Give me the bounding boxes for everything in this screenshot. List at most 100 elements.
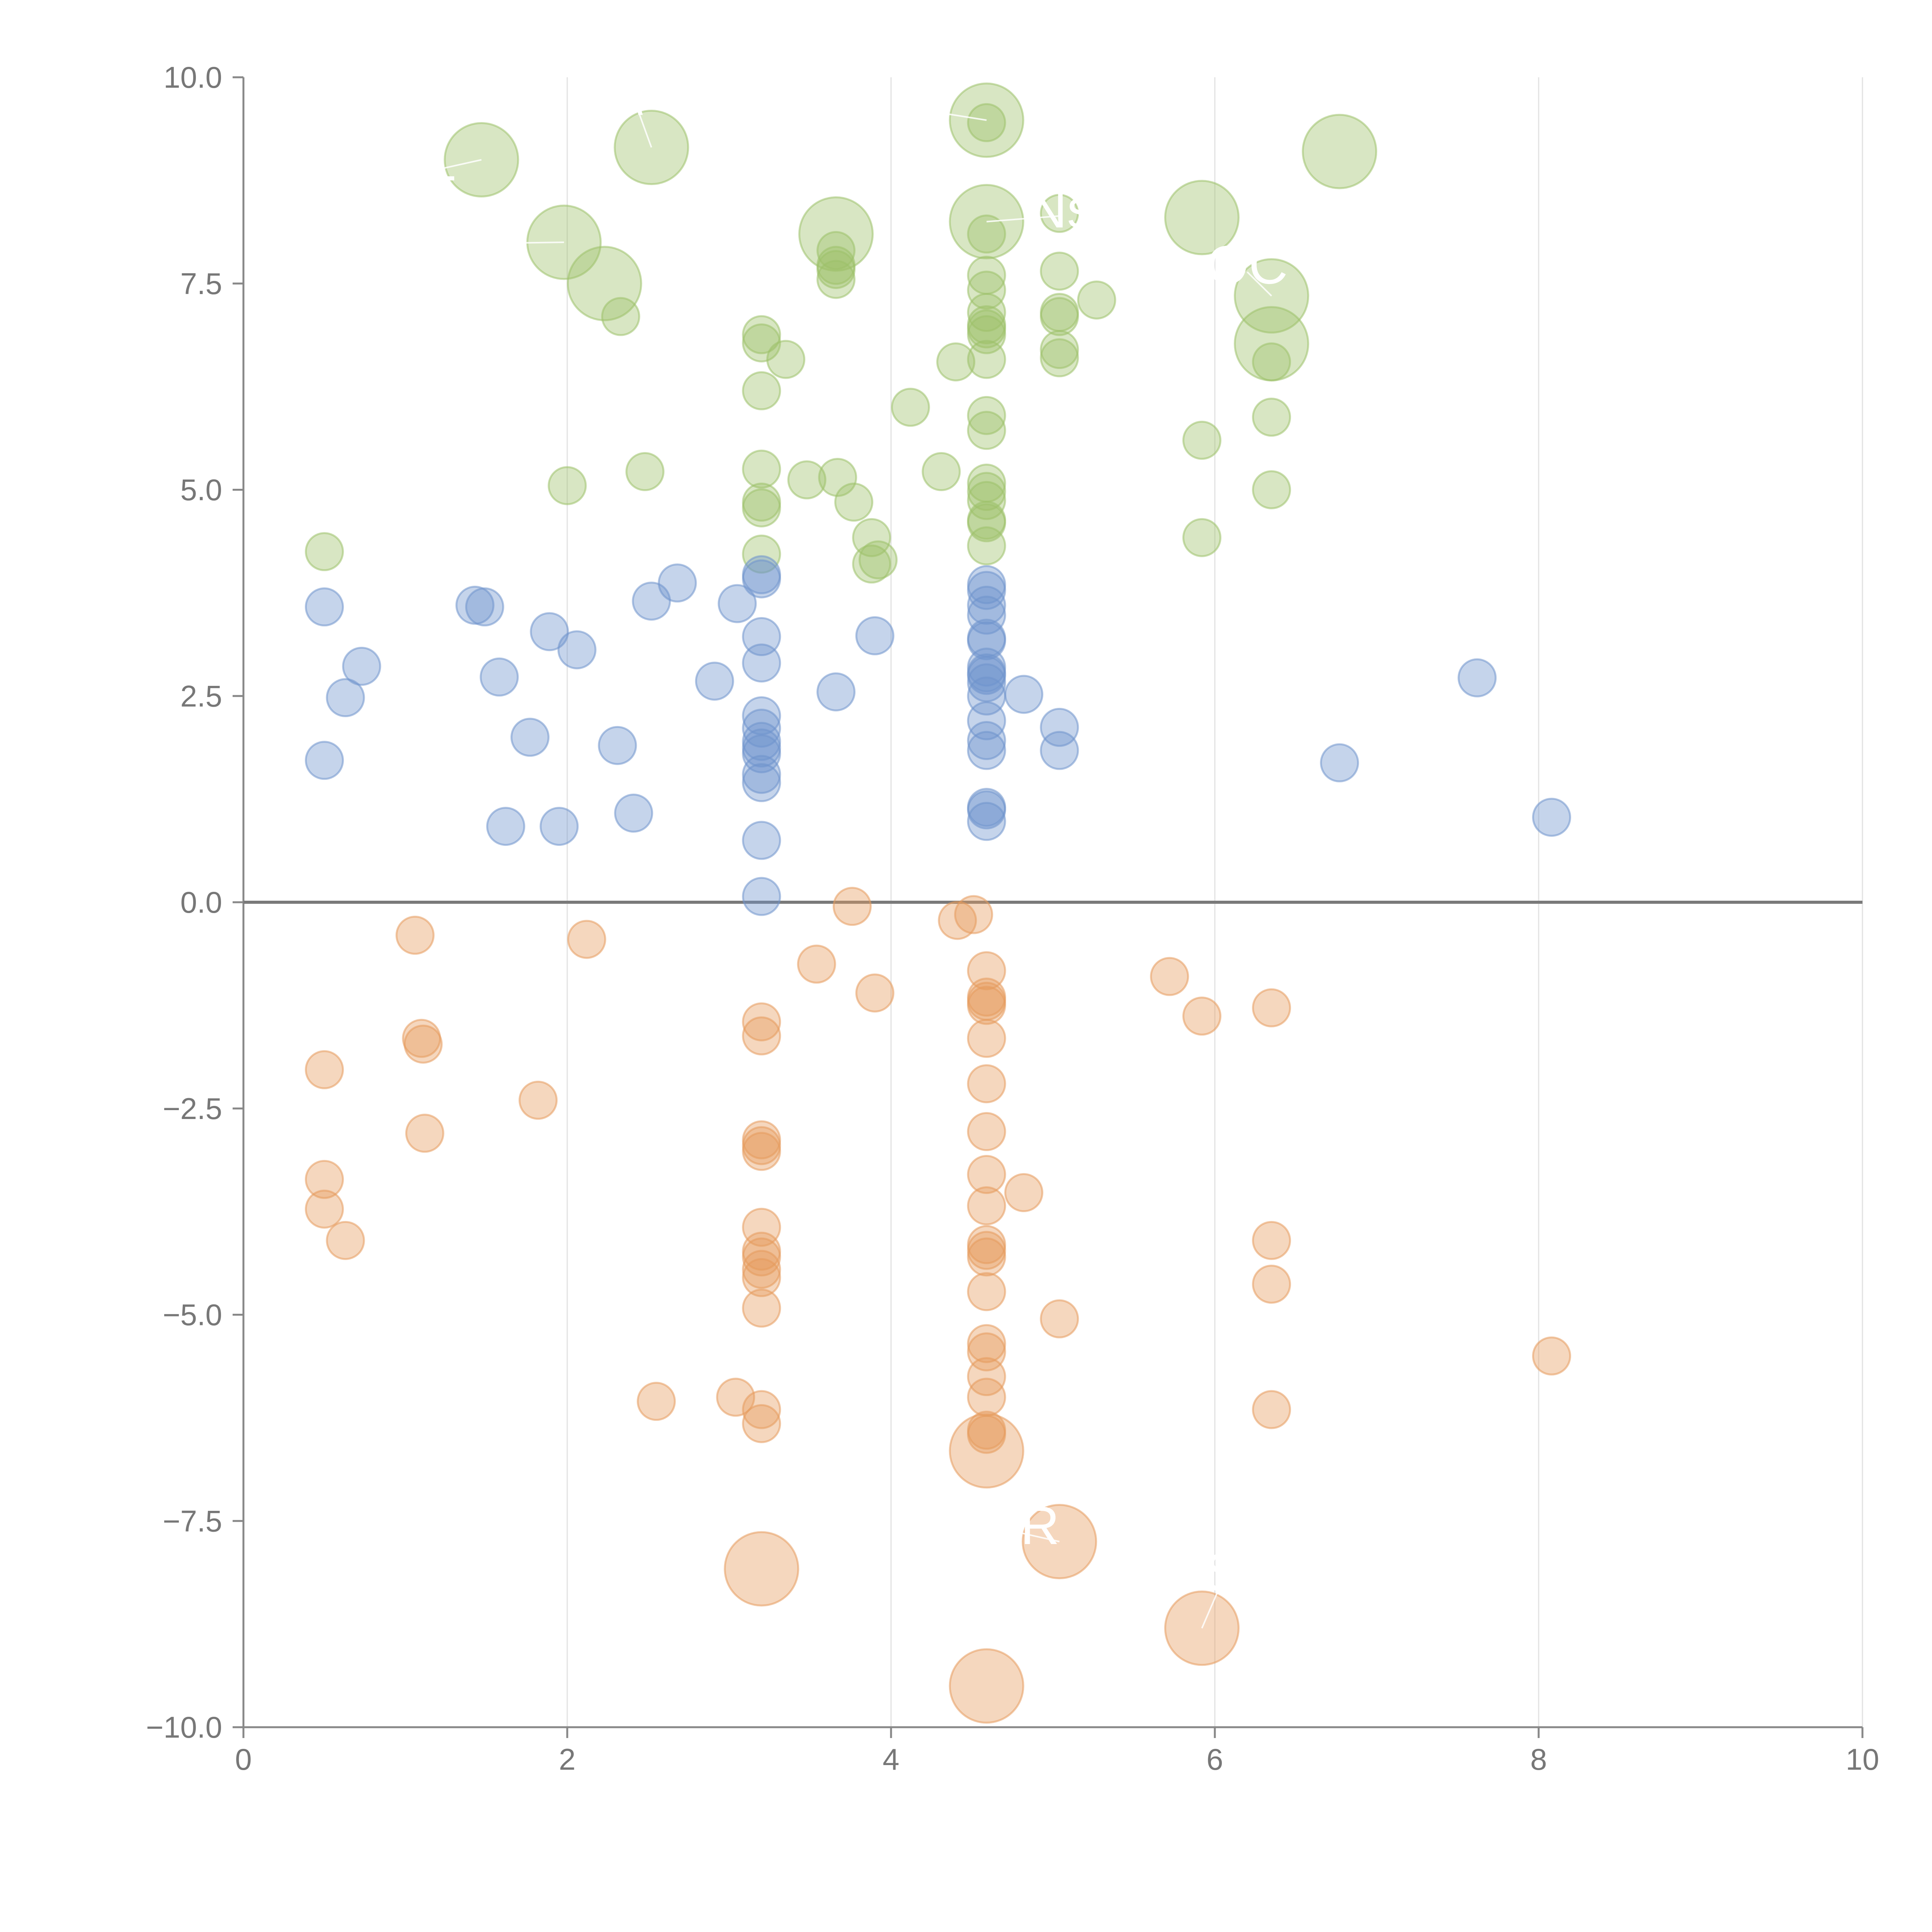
orange-point <box>967 1272 1006 1311</box>
orange-point <box>949 1648 1024 1724</box>
green-point <box>548 466 587 505</box>
green-point <box>1077 280 1116 320</box>
blue-point <box>486 807 526 846</box>
blue-point <box>480 657 519 697</box>
green-point <box>967 481 1006 520</box>
data-points <box>305 82 1571 1724</box>
blue-point <box>1458 658 1497 697</box>
green-point <box>1040 338 1079 378</box>
blue-point <box>718 584 757 623</box>
green-point <box>967 396 1006 435</box>
orange-point <box>742 1404 781 1443</box>
green-point <box>1164 180 1240 255</box>
annotation-callout-line <box>634 102 652 148</box>
blue-point <box>742 643 781 683</box>
blue-point <box>557 630 597 670</box>
y-tick-label: −2.5 <box>163 1092 222 1126</box>
orange-point <box>742 1016 781 1056</box>
orange-point <box>1252 988 1291 1027</box>
x-tick-label: 10 <box>1846 1742 1879 1776</box>
orange-point <box>519 1080 558 1120</box>
orange-point <box>967 1112 1006 1151</box>
orange-point <box>855 973 895 1013</box>
orange-point <box>1252 1221 1291 1260</box>
green-point <box>1302 114 1378 189</box>
x-tick-label: 6 <box>1206 1742 1223 1776</box>
annotation-label: R <box>894 71 933 132</box>
annotation-label: S <box>1205 1542 1241 1603</box>
green-point <box>936 342 976 382</box>
green-point <box>967 293 1006 332</box>
green-point <box>1182 518 1221 557</box>
annotation-callout-line <box>913 108 987 121</box>
y-tick-label: 2.5 <box>180 679 222 713</box>
annotation-callout-line <box>510 242 564 244</box>
blue-point <box>342 646 381 686</box>
annotation-callout-line <box>440 159 482 170</box>
blue-point <box>967 790 1006 830</box>
annotation-callout-line <box>1247 271 1272 297</box>
annotation-label: OR <box>978 1495 1060 1556</box>
annotation-label: Ns <box>1028 179 1094 239</box>
blue-point <box>967 721 1006 760</box>
blue-point <box>742 763 781 802</box>
orange-point <box>742 1002 781 1042</box>
blue-point <box>614 793 653 833</box>
green-point <box>967 340 1006 379</box>
orange-point <box>567 920 606 959</box>
blue-point <box>539 807 579 846</box>
axes: 0 2 4 6 8 10 10.0 7.5 5.0 2.5 0.0 −2.5 −5.0 −7.5 −10.0 <box>146 60 1879 1776</box>
green-point <box>787 460 827 500</box>
green-point <box>967 472 1006 511</box>
orange-point <box>967 1155 1006 1194</box>
blue-point <box>816 672 856 712</box>
annotation-label: OC <box>1207 235 1288 295</box>
point-annotations: LA \ R Ns OC OR S <box>426 65 1288 1629</box>
green-point <box>967 103 1006 142</box>
green-point <box>625 452 665 492</box>
orange-point <box>742 1250 781 1289</box>
green-point <box>305 532 344 571</box>
y-tick-label: −7.5 <box>163 1504 222 1538</box>
annotation-label: A <box>493 206 529 266</box>
x-tick-label: 4 <box>883 1742 899 1776</box>
green-point <box>742 323 781 362</box>
green-point <box>766 340 806 379</box>
blue-point <box>967 585 1006 625</box>
orange-point <box>742 1288 781 1328</box>
blue-point <box>1320 743 1359 782</box>
green-point <box>891 388 930 427</box>
orange-point <box>636 1382 676 1421</box>
orange-point <box>1150 957 1189 996</box>
green-point <box>834 483 874 522</box>
orange-point <box>1040 1299 1079 1338</box>
green-point <box>816 250 856 289</box>
orange-point <box>967 1357 1006 1396</box>
green-point <box>967 526 1006 566</box>
orange-point <box>742 1132 781 1171</box>
orange-point <box>742 1390 781 1429</box>
green-point <box>1040 252 1079 291</box>
orange-point <box>967 1324 1006 1363</box>
blue-point <box>967 731 1006 770</box>
blue-point <box>305 741 344 780</box>
y-tick-label: −5.0 <box>163 1298 222 1332</box>
y-tick-label: 10.0 <box>163 60 222 94</box>
green-point <box>1182 420 1221 460</box>
blue-point <box>598 726 637 765</box>
blue-point <box>465 587 504 627</box>
orange-point <box>305 1189 344 1229</box>
annotation-label: L <box>426 131 456 192</box>
y-tick-label: 5.0 <box>180 473 222 507</box>
orange-point <box>724 1531 799 1607</box>
orange-point <box>405 1114 444 1153</box>
green-point <box>742 488 781 527</box>
y-tick-label: −10.0 <box>146 1710 222 1744</box>
green-point <box>566 246 642 321</box>
green-point <box>742 371 781 410</box>
orange-point <box>742 1237 781 1277</box>
orange-point <box>1252 1265 1291 1304</box>
orange-point <box>716 1378 755 1417</box>
blue-point <box>742 734 781 774</box>
x-tick-label: 0 <box>235 1742 252 1776</box>
